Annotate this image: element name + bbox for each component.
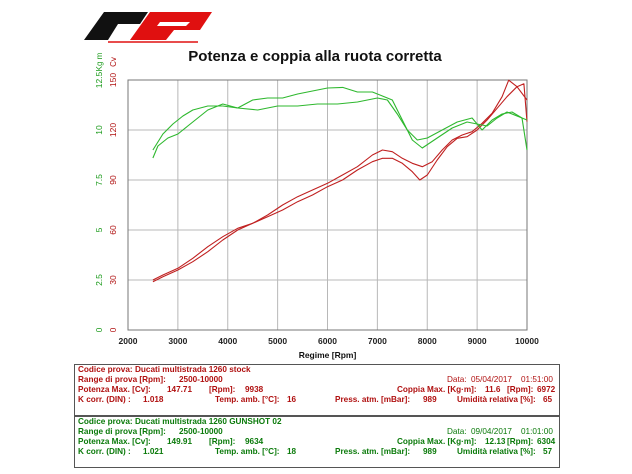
date-label: Data: <box>447 427 467 436</box>
range-value: 2500-10000 <box>179 375 223 384</box>
x-tick-label: 3000 <box>168 336 187 346</box>
date-label: Data: <box>447 375 467 384</box>
torque-rpm-label: [Rpm]: <box>507 385 534 394</box>
torque-tick-label: 12.5 <box>94 71 104 88</box>
torque-rpm-label: [Rpm]: <box>507 437 534 446</box>
panel-row: Range di prova [Rpm]: 2500-10000 Data: 0… <box>75 427 559 437</box>
power-label: Potenza Max. [Cv]: <box>78 437 151 446</box>
test-code: Ducati multistrada 1260 GUNSHOT 02 <box>135 417 282 426</box>
kcorr-value: 1.021 <box>143 447 164 456</box>
x-axis-title: Regime [Rpm] <box>299 350 357 360</box>
x-tick-label: 4000 <box>218 336 237 346</box>
power-value: 149.91 <box>167 437 193 446</box>
panel-row: K corr. (DIN) : 1.018 Temp. amb. [°C]: 1… <box>75 395 559 405</box>
plot-frame <box>127 79 528 331</box>
time-value: 01:01:00 <box>521 427 553 436</box>
humidity-value: 65 <box>543 395 553 404</box>
power-rpm-label: [Rpm]: <box>209 385 236 394</box>
test-panel-stock: Codice prova: Ducati multistrada 1260 st… <box>74 364 560 416</box>
torque-rpm-value: 6304 <box>537 437 556 446</box>
kcorr-label: K corr. (DIN) : <box>78 395 131 404</box>
power-axis-label: Cv <box>109 57 118 67</box>
humidity-value: 57 <box>543 447 553 456</box>
torque-value: 11.6 <box>485 385 501 394</box>
time-value: 01:51:00 <box>521 375 553 384</box>
torque-rpm-value: 6972 <box>537 385 556 394</box>
power-tick-label: 120 <box>108 123 118 137</box>
x-tick-label: 5000 <box>268 336 287 346</box>
torque-curve-gunshot <box>152 86 528 151</box>
panel-row: Potenza Max. [Cv]: 147.71 [Rpm]: 9938 Co… <box>75 385 559 395</box>
torque-value: 12.13 <box>485 437 506 446</box>
press-label: Press. atm. [mBar]: <box>335 395 411 404</box>
code-label: Codice prova: <box>78 365 133 374</box>
torque-tick-label: 10 <box>94 125 104 135</box>
panel-row: Codice prova: Ducati multistrada 1260 GU… <box>75 417 559 427</box>
torque-axis-label: Kg m <box>95 52 104 71</box>
temp-label: Temp. amb. [°C]: <box>215 395 280 404</box>
power-tick-label: 30 <box>108 275 118 285</box>
x-tick-label: 2000 <box>119 336 138 346</box>
power-label: Potenza Max. [Cv]: <box>78 385 151 394</box>
range-label: Range di prova [Rpm]: <box>78 375 166 384</box>
humidity-label: Umidità relativa [%]: <box>457 395 536 404</box>
date-value: 05/04/2017 <box>471 375 512 384</box>
kcorr-label: K corr. (DIN) : <box>78 447 131 456</box>
torque-tick-label: 0 <box>94 327 104 332</box>
x-tick-label: 7000 <box>368 336 387 346</box>
power-value: 147.71 <box>167 385 193 394</box>
x-tick-label: 9000 <box>468 336 487 346</box>
kcorr-value: 1.018 <box>143 395 164 404</box>
panel-row: Range di prova [Rpm]: 2500-10000 Data: 0… <box>75 375 559 385</box>
power-tick-label: 0 <box>108 327 118 332</box>
torque-tick-label: 2.5 <box>94 274 104 286</box>
code-label: Codice prova: <box>78 417 133 426</box>
temp-value: 18 <box>287 447 297 456</box>
power-rpm-value: 9938 <box>245 385 264 394</box>
date-value: 09/04/2017 <box>471 427 512 436</box>
power-rpm-value: 9634 <box>245 437 264 446</box>
x-tick-label: 8000 <box>418 336 437 346</box>
power-curve-stock <box>152 83 528 281</box>
x-tick-label: 6000 <box>318 336 337 346</box>
humidity-label: Umidità relativa [%]: <box>457 447 536 456</box>
press-label: Press. atm. [mBar]: <box>335 447 411 456</box>
temp-label: Temp. amb. [°C]: <box>215 447 280 456</box>
logo-cutout <box>157 22 190 26</box>
test-code: Ducati multistrada 1260 stock <box>135 365 251 374</box>
torque-label: Coppia Max. [Kg·m]: <box>397 437 477 446</box>
press-value: 989 <box>423 447 437 456</box>
torque-tick-label: 5 <box>94 227 104 232</box>
torque-label: Coppia Max. [Kg·m]: <box>397 385 477 394</box>
torque-curve-stock <box>152 97 528 159</box>
chart-title: Potenza e coppia alla ruota corretta <box>188 48 442 65</box>
range-label: Range di prova [Rpm]: <box>78 427 166 436</box>
panel-row: K corr. (DIN) : 1.021 Temp. amb. [°C]: 1… <box>75 447 559 457</box>
power-rpm-label: [Rpm]: <box>209 437 236 446</box>
x-tick-label: 10000 <box>515 336 539 346</box>
logo-shape-left <box>84 12 148 40</box>
test-panel-gunshot: Codice prova: Ducati multistrada 1260 GU… <box>74 416 560 468</box>
brand-logo <box>84 12 212 43</box>
temp-value: 16 <box>287 395 297 404</box>
panel-row: Codice prova: Ducati multistrada 1260 st… <box>75 365 559 375</box>
power-tick-label: 150 <box>108 73 118 87</box>
range-value: 2500-10000 <box>179 427 223 436</box>
power-tick-label: 60 <box>108 225 118 235</box>
torque-tick-label: 7.5 <box>94 174 104 186</box>
press-value: 989 <box>423 395 437 404</box>
power-tick-label: 90 <box>108 175 118 185</box>
panel-row: Potenza Max. [Cv]: 149.91 [Rpm]: 9634 Co… <box>75 437 559 447</box>
